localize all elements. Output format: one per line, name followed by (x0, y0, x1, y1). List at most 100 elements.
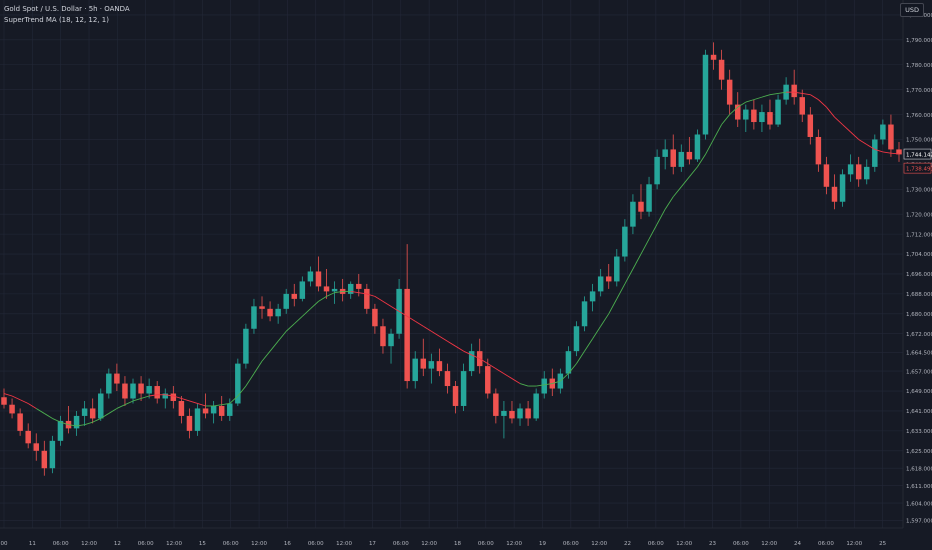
candle-body (138, 383, 144, 394)
candle (694, 129, 701, 162)
candle (106, 368, 112, 399)
candle (170, 386, 177, 409)
time-tick-label: 06:00 (138, 541, 154, 547)
candle-body (847, 164, 854, 175)
candle-body (630, 201, 636, 227)
time-tick-label: 06:00 (648, 541, 664, 547)
candle-body (460, 371, 467, 406)
ma-segment (76, 424, 85, 427)
candle (186, 408, 193, 439)
candle (799, 89, 805, 123)
candle (654, 149, 660, 190)
time-tick-label: 12:00 (761, 541, 777, 547)
price-tick-label: 1,712.000 (906, 232, 932, 238)
candle (807, 107, 814, 145)
ma-segment (680, 176, 690, 188)
supertrend-ma-line (3, 91, 900, 427)
candle-body (356, 283, 362, 289)
candle (710, 42, 717, 70)
ma-segment (874, 149, 884, 153)
time-tick-label: 12:00 (251, 541, 267, 547)
time-tick-label: 12:00 (506, 541, 522, 547)
candle-body (81, 408, 88, 416)
candle (122, 376, 128, 406)
candle-body (734, 104, 741, 120)
ma-segment (656, 208, 666, 225)
candle-body (888, 124, 894, 150)
candle-body (323, 286, 330, 292)
candle (243, 323, 249, 369)
candle-body (380, 326, 386, 347)
ma-segment (173, 395, 182, 399)
candle-body (307, 271, 314, 282)
ma-segment (552, 380, 561, 384)
candle (89, 398, 96, 424)
candle-body (493, 393, 499, 416)
candle-body (614, 256, 620, 282)
candle (872, 134, 878, 172)
candle (73, 410, 80, 436)
time-tick-label: 18 (454, 541, 461, 547)
ma-segment (592, 326, 602, 339)
ma-segment (794, 91, 803, 94)
price-axis-background (903, 0, 932, 550)
candle-body (49, 440, 56, 469)
currency-button[interactable]: USD (900, 3, 924, 17)
time-tick-label: 25 (879, 541, 886, 547)
ma-segment (277, 330, 287, 342)
ma-segment (350, 290, 359, 294)
ma-segment (406, 315, 416, 322)
time-tick-label: 06:00 (818, 541, 834, 547)
candle-body (41, 450, 48, 469)
ma-segment (568, 363, 577, 374)
candle-body (372, 308, 378, 327)
candle (622, 219, 628, 262)
ma-segment (374, 295, 384, 302)
ma-segment (100, 413, 110, 419)
ma-segment (544, 383, 553, 386)
candle (686, 136, 693, 165)
ma-segment (285, 323, 295, 332)
candle (347, 281, 354, 299)
candle (855, 156, 862, 187)
price-tick-label: 1,633.000 (906, 429, 932, 435)
ma-segment (455, 345, 464, 352)
candle (114, 363, 120, 392)
ma-segment (302, 308, 311, 317)
candle (549, 368, 556, 396)
time-axis: 00 11 06:00 12:00 12 06:00 12:00 15 06:00 12:00 16… (1, 541, 887, 547)
ma-segment (358, 292, 367, 295)
candle-body (646, 184, 652, 212)
ma-segment (3, 393, 13, 397)
price-tick-label: 1,625.000 (906, 449, 932, 455)
candle (307, 266, 314, 287)
candle-body (291, 293, 298, 299)
ma-segment (511, 378, 521, 384)
time-tick-label: 23 (709, 541, 716, 547)
candle (388, 328, 394, 364)
candle (194, 403, 201, 436)
ma-segment (132, 398, 142, 402)
candle (275, 303, 281, 324)
ma-segment (503, 373, 513, 379)
candle-body (202, 408, 209, 414)
candle-body (275, 308, 281, 317)
ma-segment (584, 338, 593, 352)
candle-body (235, 363, 241, 404)
ma-segment (842, 124, 851, 133)
candle (41, 440, 48, 476)
ma-segment (834, 116, 843, 125)
candle (1, 388, 7, 409)
ma-segment (858, 139, 867, 145)
candle-body (170, 393, 177, 401)
candle (823, 156, 830, 195)
ma-segment (261, 350, 271, 362)
time-tick-label: 06:00 (478, 541, 494, 547)
price-tick-label: 1,780.000 (906, 63, 932, 69)
ma-segment (818, 99, 827, 108)
candle (323, 268, 330, 299)
ma-segment (149, 394, 158, 397)
time-tick-label: 12:00 (81, 541, 97, 547)
candle-body (218, 405, 225, 416)
